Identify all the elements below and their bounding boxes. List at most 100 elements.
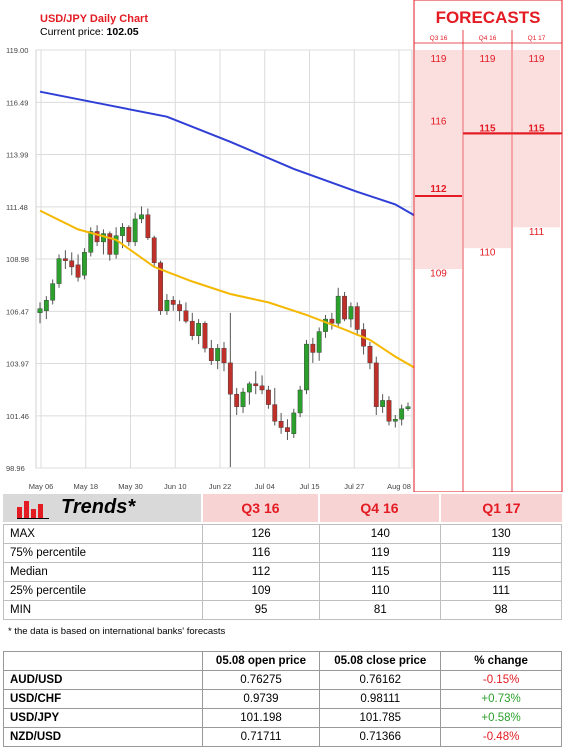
candle-body [272, 404, 278, 422]
candle-body [75, 264, 81, 278]
trends-title: Trends* [61, 496, 136, 518]
percent-change: -0.15% [440, 670, 562, 690]
candle-body [348, 306, 354, 320]
x-tick-label: Aug 08 [387, 482, 411, 491]
candle-body [323, 318, 328, 332]
x-tick-label: May 18 [73, 482, 98, 491]
candle-body [405, 406, 411, 409]
column-header: % change [440, 651, 562, 671]
trends-col-q3-16: Q3 16 [203, 494, 318, 522]
candle-body [82, 252, 87, 276]
candle-body [266, 389, 271, 405]
x-tick-label: May 06 [29, 482, 54, 491]
cell-value: 112 [201, 562, 321, 582]
candle-body [56, 258, 62, 284]
currency-pair: USD/JPY [3, 708, 203, 728]
currency-pair: USD/CHF [3, 689, 203, 709]
percent-change: +0.73% [440, 689, 562, 709]
forecast-column-label: Q1 17 [528, 35, 546, 42]
y-tick-label: 111.48 [6, 203, 28, 212]
x-tick-label: Jun 10 [164, 482, 187, 491]
candle-body [43, 300, 49, 311]
candle-body [151, 237, 157, 263]
candle-body [145, 214, 151, 238]
forecast-median-label: 112 [430, 184, 447, 195]
candle-body [342, 295, 347, 320]
forecast-max-label: 119 [480, 54, 496, 65]
row-label: 75% percentile [3, 543, 203, 563]
cell-value: 111 [440, 581, 562, 601]
y-tick-label: 106.47 [6, 307, 29, 316]
forecast-range-box [513, 50, 560, 228]
usdjpy-chart: 119.00 116.49 113.99 111.48 108.98 106.47 103.… [6, 0, 563, 492]
open-price: 0.9739 [201, 689, 321, 709]
cell-value: 81 [319, 600, 442, 620]
candle-body [37, 308, 43, 314]
forecast-column-label: Q4 16 [479, 35, 497, 42]
candle-body [208, 348, 214, 361]
candle-body [132, 218, 138, 243]
table-row: 75% percentile 116 119 119 [3, 543, 562, 563]
candle-body [240, 391, 246, 407]
open-price: 0.76275 [201, 670, 321, 690]
forecast-range-box [415, 50, 462, 270]
forecast-column-label: Q3 16 [430, 35, 448, 42]
table-row: AUD/USD 0.76275 0.76162 -0.15% [3, 670, 562, 690]
candle-body [170, 300, 176, 305]
close-price: 0.98111 [319, 689, 442, 709]
candle-body [88, 231, 94, 253]
cell-value: 115 [440, 562, 562, 582]
row-label: MAX [3, 524, 203, 544]
open-price: 101.198 [201, 708, 321, 728]
footnote: * the data is based on international ban… [8, 626, 226, 637]
cell-value: 109 [201, 581, 321, 601]
cell-value: 98 [440, 600, 562, 620]
forecasts-title: FORECASTS [435, 8, 541, 27]
y-tick-label: 98.96 [6, 464, 25, 473]
row-label: MIN [3, 600, 203, 620]
table-row: USD/JPY 101.198 101.785 +0.58% [3, 708, 562, 728]
table-row: NZD/USD 0.71711 0.71366 -0.48% [3, 727, 562, 747]
candle-body [316, 331, 322, 353]
current-price-value: 102.05 [106, 26, 139, 38]
table-row: 25% percentile 109 110 111 [3, 581, 562, 601]
bar-chart-icon [17, 501, 49, 519]
row-label: 25% percentile [3, 581, 203, 601]
candle-body [234, 393, 240, 407]
forecast-max-label: 119 [431, 54, 447, 65]
close-price: 0.76162 [319, 670, 442, 690]
close-price: 101.785 [319, 708, 442, 728]
currency-pair: NZD/USD [3, 727, 203, 747]
cell-value: 119 [440, 543, 562, 563]
candle-body [94, 231, 100, 243]
x-tick-label: Jul 27 [344, 482, 364, 491]
y-tick-label: 113.99 [6, 151, 28, 160]
y-tick-label: 103.97 [6, 360, 29, 369]
candle-body [253, 383, 259, 387]
candle-body [399, 408, 405, 420]
column-header: 05.08 open price [201, 651, 321, 671]
x-tick-label: May 30 [118, 482, 143, 491]
forecast-max-label: 119 [529, 54, 545, 65]
candle-body [139, 214, 144, 220]
cell-value: 116 [201, 543, 321, 563]
cell-value: 115 [319, 562, 442, 582]
candle-body [196, 323, 202, 336]
candle-body [392, 418, 398, 422]
percent-change: +0.58% [440, 708, 562, 728]
candle-body [221, 348, 227, 364]
candle-body [335, 295, 341, 324]
table-row: MIN 95 81 98 [3, 600, 562, 620]
table-row: Median 112 115 115 [3, 562, 562, 582]
table-row: USD/CHF 0.9739 0.98111 +0.73% [3, 689, 562, 709]
y-tick-label: 119.00 [6, 46, 28, 55]
current-price: Current price: 102.05 [40, 26, 139, 38]
candle-body [354, 306, 360, 330]
candle-body [367, 345, 373, 364]
candle-body [107, 233, 113, 255]
candle-body [373, 362, 379, 407]
y-tick-label: 108.98 [6, 255, 29, 264]
candle-body [50, 283, 56, 301]
moving-average-line [39, 90, 422, 220]
cell-value: 140 [319, 524, 442, 544]
